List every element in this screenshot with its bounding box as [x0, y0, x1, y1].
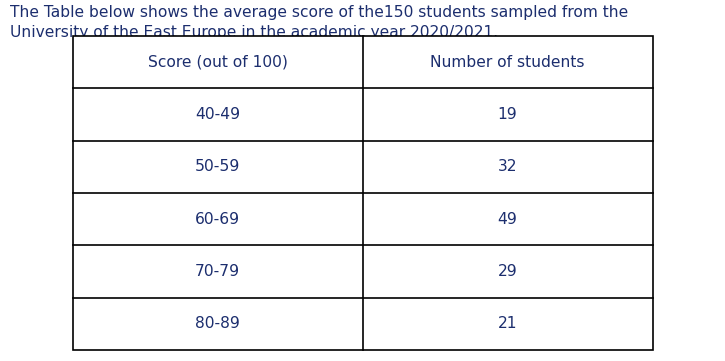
Text: 80-89: 80-89: [195, 317, 240, 331]
Text: 19: 19: [497, 107, 518, 122]
Text: The Table below shows the average score of the150 students sampled from the
Univ: The Table below shows the average score …: [10, 5, 629, 40]
Text: 70-79: 70-79: [195, 264, 240, 279]
Text: 40-49: 40-49: [195, 107, 240, 122]
Text: 32: 32: [498, 160, 517, 174]
Text: 29: 29: [497, 264, 518, 279]
Text: Score (out of 100): Score (out of 100): [148, 55, 287, 70]
Text: 50-59: 50-59: [195, 160, 240, 174]
Text: 49: 49: [497, 212, 518, 227]
Text: 60-69: 60-69: [195, 212, 240, 227]
Text: Number of students: Number of students: [430, 55, 585, 70]
Text: 21: 21: [498, 317, 517, 331]
